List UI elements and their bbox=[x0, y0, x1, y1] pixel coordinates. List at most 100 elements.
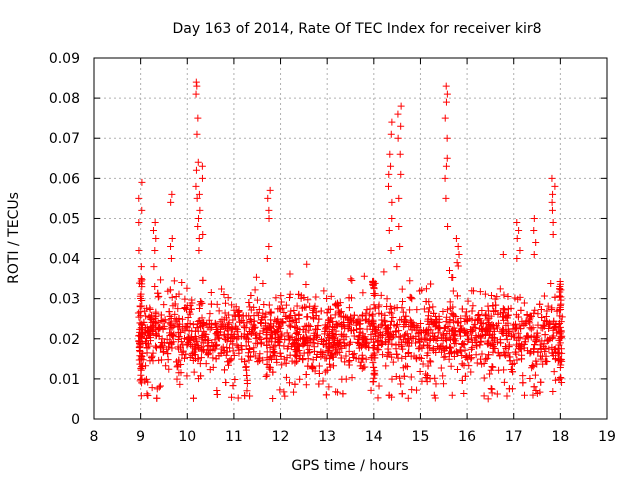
data-point bbox=[251, 352, 259, 360]
data-point bbox=[164, 350, 172, 358]
data-point bbox=[225, 311, 233, 319]
data-point bbox=[152, 235, 160, 242]
data-point bbox=[138, 206, 146, 214]
data-point bbox=[310, 336, 318, 344]
data-point bbox=[532, 239, 540, 247]
data-point bbox=[274, 328, 282, 336]
data-point bbox=[206, 310, 214, 318]
data-point bbox=[295, 315, 303, 323]
data-point bbox=[419, 360, 427, 368]
data-point bbox=[230, 352, 238, 360]
data-point bbox=[345, 361, 353, 369]
data-point bbox=[368, 312, 376, 320]
data-point bbox=[186, 336, 194, 344]
data-point bbox=[175, 345, 183, 353]
data-point bbox=[232, 303, 240, 311]
data-point bbox=[207, 288, 215, 296]
data-point bbox=[521, 391, 529, 399]
data-point bbox=[412, 354, 420, 362]
data-point bbox=[269, 395, 277, 403]
data-point bbox=[479, 320, 487, 328]
data-point bbox=[448, 327, 456, 335]
data-point bbox=[431, 333, 439, 341]
data-point bbox=[449, 287, 457, 295]
data-point bbox=[174, 305, 182, 313]
data-point bbox=[518, 355, 526, 363]
data-point bbox=[266, 353, 274, 361]
data-point bbox=[244, 335, 252, 343]
data-point bbox=[172, 293, 180, 301]
data-point bbox=[312, 325, 320, 333]
data-point bbox=[189, 394, 197, 402]
data-point bbox=[380, 268, 388, 276]
data-point bbox=[207, 300, 215, 308]
data-point bbox=[285, 336, 293, 344]
data-point bbox=[526, 374, 534, 382]
data-point bbox=[324, 347, 332, 355]
data-point bbox=[285, 294, 293, 302]
data-point bbox=[512, 320, 520, 328]
data-point bbox=[362, 336, 370, 344]
data-point bbox=[280, 388, 288, 396]
data-point bbox=[493, 324, 501, 332]
data-point bbox=[449, 303, 457, 311]
data-point bbox=[327, 292, 335, 300]
data-point bbox=[432, 380, 440, 388]
data-point bbox=[545, 320, 553, 328]
data-point bbox=[222, 351, 230, 359]
data-point bbox=[527, 312, 535, 320]
data-point bbox=[160, 348, 168, 356]
data-point bbox=[229, 316, 237, 324]
data-point bbox=[407, 373, 415, 381]
data-point bbox=[453, 366, 461, 374]
data-point bbox=[196, 360, 204, 368]
data-point bbox=[483, 327, 491, 335]
data-point bbox=[197, 298, 205, 306]
data-point bbox=[556, 312, 564, 320]
data-point bbox=[276, 349, 284, 357]
y-tick-label: 0.07 bbox=[49, 131, 80, 147]
data-point bbox=[239, 312, 247, 320]
data-point bbox=[444, 222, 452, 230]
data-point bbox=[431, 394, 439, 402]
data-point bbox=[488, 363, 496, 371]
data-point bbox=[494, 349, 502, 357]
data-point bbox=[483, 354, 491, 362]
data-point bbox=[221, 335, 229, 343]
data-point bbox=[323, 295, 331, 303]
data-point bbox=[193, 337, 201, 345]
data-point bbox=[546, 335, 554, 343]
data-point bbox=[215, 307, 223, 315]
data-point bbox=[402, 352, 410, 360]
data-point bbox=[515, 226, 523, 234]
y-tick-label: 0.05 bbox=[49, 211, 80, 227]
data-point bbox=[166, 320, 174, 328]
data-point bbox=[422, 285, 430, 293]
data-point bbox=[150, 263, 158, 271]
data-point bbox=[476, 288, 484, 296]
data-point bbox=[550, 317, 558, 325]
data-point bbox=[326, 305, 334, 313]
data-point bbox=[299, 341, 307, 349]
data-point bbox=[460, 390, 468, 398]
x-tick-label: 13 bbox=[318, 429, 336, 445]
data-point bbox=[168, 344, 176, 352]
data-point bbox=[530, 226, 538, 234]
data-point bbox=[137, 392, 145, 400]
data-point bbox=[499, 313, 507, 321]
data-point bbox=[169, 332, 177, 340]
data-point bbox=[282, 359, 290, 367]
data-point bbox=[170, 277, 178, 285]
data-point bbox=[254, 311, 262, 319]
data-point bbox=[262, 310, 270, 318]
data-point bbox=[406, 293, 414, 301]
data-point bbox=[263, 255, 271, 263]
data-point bbox=[235, 308, 243, 316]
data-point bbox=[168, 293, 176, 301]
data-point bbox=[252, 334, 260, 342]
data-point bbox=[183, 284, 191, 292]
data-point bbox=[426, 357, 434, 365]
data-point bbox=[185, 327, 193, 335]
data-point bbox=[433, 316, 441, 324]
